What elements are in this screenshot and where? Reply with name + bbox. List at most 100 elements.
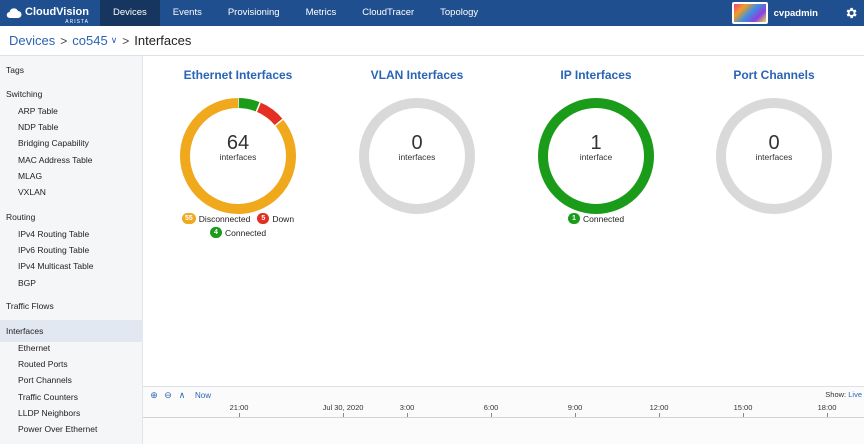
- card-title[interactable]: Port Channels: [733, 68, 815, 82]
- timeline-tick-label: 21:00: [229, 403, 249, 412]
- sidebar-section-tags[interactable]: Tags: [6, 65, 24, 75]
- donut-segment-disconnected[interactable]: [180, 98, 296, 214]
- sidebar-item-ipv6-routing-table[interactable]: IPv6 Routing Table: [18, 245, 90, 256]
- sidebar-selection-highlight: [0, 320, 143, 342]
- sidebar-item-arp-table[interactable]: ARP Table: [18, 106, 58, 116]
- donut-empty-ring: [716, 98, 832, 214]
- breadcrumb-devices[interactable]: Devices: [9, 33, 56, 48]
- chevron-down-icon[interactable]: ∨: [110, 35, 118, 45]
- status-badge[interactable]: 5: [257, 213, 270, 224]
- sidebar-item-power-over-ethernet[interactable]: Power Over Ethernet: [18, 424, 98, 434]
- logo-subtext: ARISTA: [65, 18, 89, 25]
- timeline: ⊕ ⊖ ∧ Now Show: Live 21:00 Jul 30, 2020 3:…: [143, 386, 864, 444]
- nav-provisioning[interactable]: Provisioning: [227, 7, 280, 18]
- sidebar-item-mac-address-table[interactable]: MAC Address Table: [18, 154, 93, 165]
- donut-segment-connected[interactable]: [237, 98, 261, 112]
- interface-donut-chart[interactable]: [178, 96, 298, 216]
- sidebar-item-port-channels[interactable]: Port Channels: [18, 375, 72, 386]
- sidebar-item-routed-ports[interactable]: Routed Ports: [18, 359, 68, 370]
- sidebar-item-bgp[interactable]: BGP: [18, 277, 36, 288]
- interface-count: 64: [226, 132, 250, 154]
- interface-count-unit: interfaces: [755, 152, 793, 162]
- interface-count-unit: interfaces: [398, 152, 436, 162]
- zoom-out-icon[interactable]: ⊖: [164, 390, 172, 400]
- collapse-icon[interactable]: ∧: [178, 390, 186, 400]
- card-title[interactable]: VLAN Interfaces: [370, 68, 464, 82]
- interface-donut-chart[interactable]: [714, 96, 834, 216]
- interface-count: 1: [590, 132, 602, 154]
- sidebar-section-routing[interactable]: Routing: [6, 212, 36, 222]
- sidebar: Tags Switching ARP Table NDP Table Bridging …: [0, 56, 143, 444]
- live-link[interactable]: Live: [848, 390, 862, 399]
- show-live-toggle[interactable]: Show: Live: [825, 390, 862, 399]
- legend-label[interactable]: Connected: [583, 213, 625, 224]
- status-badge[interactable]: 55: [182, 213, 196, 224]
- card-title[interactable]: Ethernet Interfaces: [183, 68, 293, 82]
- zoom-in-icon[interactable]: ⊕: [150, 390, 158, 400]
- timeline-tick-mark: [659, 413, 660, 417]
- interface-donut-chart[interactable]: [357, 96, 477, 216]
- interface-donut-chart[interactable]: [536, 96, 656, 216]
- timeline-tick-mark: [343, 413, 344, 417]
- interfaces-overview: Ethernet Interfaces 64 interfaces 55 Disconn…: [143, 56, 864, 386]
- interface-count: 0: [411, 132, 423, 154]
- card-title[interactable]: IP Interfaces: [560, 68, 632, 82]
- interface-count: 0: [768, 132, 780, 154]
- timeline-tick-mark: [575, 413, 576, 417]
- nav-topology[interactable]: Topology: [440, 7, 479, 18]
- status-badge[interactable]: 1: [568, 213, 580, 224]
- timeline-tick-mark: [743, 413, 744, 417]
- sidebar-section-traffic-flows[interactable]: Traffic Flows: [6, 301, 54, 311]
- sidebar-item-bridging-capability[interactable]: Bridging Capability: [18, 138, 89, 149]
- now-button[interactable]: Now: [195, 391, 212, 400]
- sidebar-item-lldp-neighbors[interactable]: LLDP Neighbors: [18, 407, 81, 418]
- top-nav-bar: CloudVision ARISTA Devices Events Provisio…: [0, 0, 864, 26]
- breadcrumb-separator: >: [122, 33, 130, 48]
- timeline-tick-mark: [827, 413, 828, 417]
- nav-cloudtracer[interactable]: CloudTracer: [362, 7, 415, 18]
- interface-count-unit: interfaces: [219, 152, 257, 162]
- sidebar-item-traffic-counters[interactable]: Traffic Counters: [18, 391, 78, 402]
- donut-empty-ring: [359, 98, 475, 214]
- sidebar-item-vxlan[interactable]: VXLAN: [18, 187, 46, 197]
- logo-text: CloudVision: [25, 5, 89, 18]
- donut-segment-down[interactable]: [256, 102, 283, 126]
- nav-metrics[interactable]: Metrics: [305, 7, 337, 18]
- legend-label[interactable]: Connected: [225, 227, 267, 238]
- timeline-tick-mark: [407, 413, 408, 417]
- sidebar-item-mlag[interactable]: MLAG: [18, 170, 43, 181]
- status-badge[interactable]: 4: [210, 227, 222, 238]
- legend-label[interactable]: Down: [272, 213, 295, 224]
- donut-segment-separator: [255, 102, 261, 112]
- user-avatar[interactable]: [731, 2, 768, 24]
- gear-icon[interactable]: [838, 0, 864, 26]
- sidebar-item-ipv4-routing-table[interactable]: IPv4 Routing Table: [18, 229, 90, 239]
- timeline-tick-label: 12:00: [649, 403, 669, 412]
- nav-events[interactable]: Events: [172, 7, 202, 18]
- timeline-tick-label: Jul 30, 2020: [322, 403, 364, 412]
- breadcrumb-device-selector[interactable]: co545: [72, 33, 108, 48]
- donut-legend: 55 Disconnected 5 Down: [182, 213, 294, 224]
- cloud-icon: [6, 8, 22, 19]
- legend-label[interactable]: Disconnected: [198, 213, 251, 224]
- timeline-controls: ⊕ ⊖ ∧ Now: [147, 390, 211, 401]
- sidebar-section-switching[interactable]: Switching: [6, 89, 43, 99]
- donut-segment-connected[interactable]: [538, 98, 654, 214]
- breadcrumb-separator: >: [60, 33, 68, 48]
- sidebar-section-interfaces[interactable]: Interfaces: [6, 326, 44, 336]
- donut-legend: 1 Connected: [568, 213, 624, 224]
- timeline-tick-label: 18:00: [817, 403, 837, 412]
- breadcrumb-current: Interfaces: [134, 33, 192, 48]
- timeline-tick-label: 3:00: [399, 403, 415, 412]
- sidebar-item-ethernet[interactable]: Ethernet: [18, 343, 51, 353]
- interface-count-unit: interface: [579, 152, 613, 162]
- sidebar-item-ndp-table[interactable]: NDP Table: [18, 122, 59, 133]
- username[interactable]: cvpadmin: [773, 7, 818, 19]
- breadcrumb: Devices > co545 ∨ > Interfaces: [0, 26, 864, 56]
- sidebar-item-ipv4-multicast-table[interactable]: IPv4 Multicast Table: [18, 261, 94, 272]
- main-nav: Devices Events Provisioning Metrics CloudTra…: [100, 0, 491, 26]
- timeline-tick-mark: [491, 413, 492, 417]
- timeline-axis: [143, 417, 864, 418]
- nav-devices[interactable]: Devices: [100, 0, 160, 26]
- cloudvision-logo[interactable]: CloudVision ARISTA: [0, 0, 100, 26]
